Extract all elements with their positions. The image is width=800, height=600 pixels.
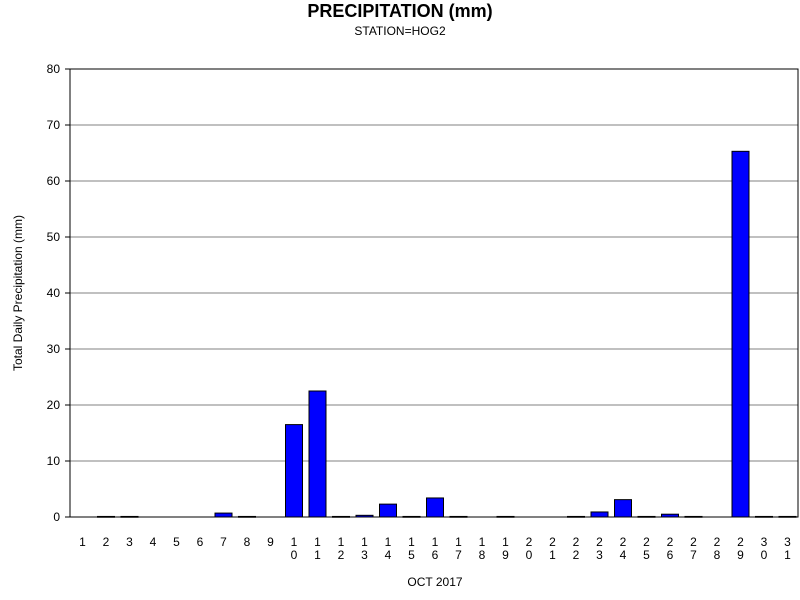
gridlines <box>70 68 798 462</box>
x-tick-label: 5 <box>173 535 180 549</box>
y-tick-label: 70 <box>47 118 61 132</box>
x-tick-label: 6 <box>197 535 204 549</box>
x-tick-label: 8 <box>244 535 251 549</box>
y-axis-label: Total Daily Precipitation (mm) <box>11 215 25 371</box>
plot-frame <box>69 68 799 518</box>
bar-day-23 <box>590 511 609 518</box>
y-tick-label: 60 <box>47 174 61 188</box>
bars <box>97 150 797 518</box>
y-tick-label: 40 <box>47 286 61 300</box>
chart-title: PRECIPITATION (mm) <box>307 1 492 21</box>
x-tick-label: 3 <box>126 535 133 549</box>
bar-day-14 <box>379 503 397 518</box>
bar-day-29 <box>731 150 750 518</box>
y-tick-label: 20 <box>47 398 61 412</box>
x-tick-label: 9 <box>267 535 274 549</box>
y-tick-label: 30 <box>47 342 61 356</box>
x-tick-label: 4 <box>150 535 157 549</box>
x-axis-label: OCT 2017 <box>407 575 462 589</box>
bar-day-11 <box>308 390 327 518</box>
y-tick-label: 10 <box>47 454 61 468</box>
x-tick-label: 7 <box>220 535 227 549</box>
bar-day-24 <box>614 499 632 518</box>
bar-day-16 <box>426 497 444 518</box>
bar-day-10 <box>285 424 303 518</box>
x-axis-ticks: 1 2 3 4 5 6 7 8 9 1 01 11 21 31 41 51 61 71 81 92 02 12 22 32 42… <box>79 535 791 562</box>
y-axis-ticks: 0 10 20 30 40 50 60 70 80 <box>47 62 70 524</box>
y-tick-label: 0 <box>53 510 60 524</box>
x-tick-label: 2 <box>103 535 110 549</box>
x-tick-label: 1 <box>79 535 86 549</box>
chart-subtitle: STATION=HOG2 <box>354 24 446 38</box>
y-tick-label: 80 <box>47 62 61 76</box>
bar-day-7 <box>214 512 233 518</box>
y-tick-label: 50 <box>47 230 61 244</box>
